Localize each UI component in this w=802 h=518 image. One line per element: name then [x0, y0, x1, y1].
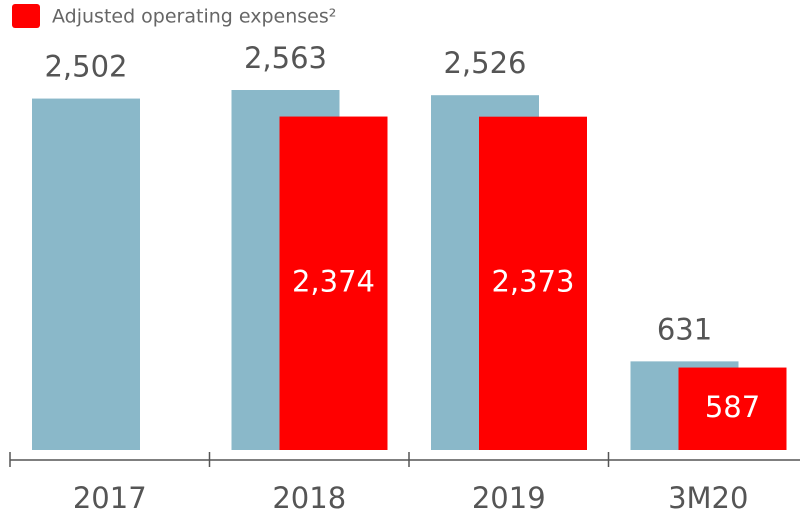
x-tick-label: 3M20: [668, 481, 748, 515]
value-label: 2,373: [491, 264, 574, 298]
value-label: 631: [657, 312, 712, 346]
value-label: 587: [705, 390, 760, 424]
value-label: 2,526: [443, 46, 526, 80]
x-tick-label: 2019: [472, 481, 546, 515]
bar: [678, 367, 787, 450]
bar: [279, 116, 388, 451]
x-tick-label: 2018: [272, 481, 346, 515]
value-label: 2,563: [244, 41, 327, 75]
legend-swatch: [12, 4, 40, 28]
x-tick-label: 2017: [73, 481, 147, 515]
legend-label: Adjusted operating expenses²: [52, 6, 336, 28]
bar: [479, 116, 587, 451]
bar: [32, 98, 140, 450]
value-label: 2,374: [292, 264, 375, 298]
value-label: 2,502: [44, 50, 127, 84]
